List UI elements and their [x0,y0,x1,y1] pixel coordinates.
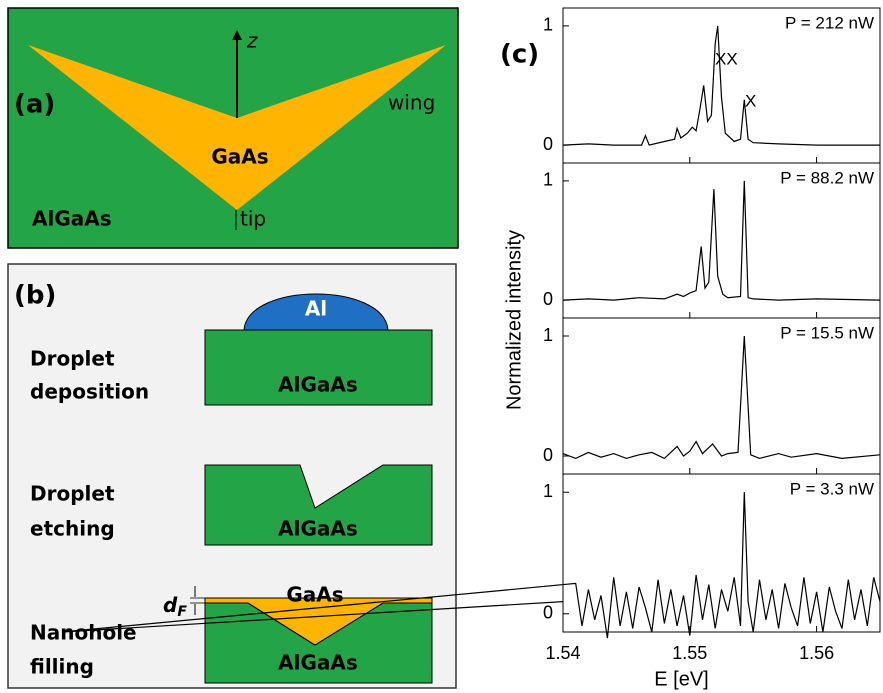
spectrum [62,492,881,639]
x-tick-label: 1.55 [672,643,707,663]
y-tick-label: 1 [543,325,553,345]
step-name: filling [30,655,94,679]
substrate-label: AlGaAs [278,651,358,675]
plot-frame [562,473,881,633]
panel-a: (a) z wing GaAs AlGaAs tip [7,7,459,249]
y-tick-label: 0 [543,445,553,465]
substrate [204,329,433,406]
step-name: etching [30,517,115,541]
step-name: deposition [30,380,149,404]
core-label: GaAs [211,145,268,169]
step-name: Droplet [30,482,115,506]
substrate [204,464,433,546]
step-name: Droplet [30,347,115,371]
spectrum [562,335,881,460]
substrate-label: AlGaAs [278,517,358,541]
x-tick-label: 1.56 [799,643,834,663]
power-label: P = 15.5 nW [780,323,874,342]
tip-label: tip [240,207,266,231]
wing-label: wing [388,91,435,115]
y-tick-label: 1 [543,170,553,190]
power-label: P = 212 nW [785,13,874,32]
spectrum [562,25,880,146]
peak-label: X [745,91,756,110]
axis-label: z [246,29,258,53]
droplet [243,293,389,331]
panel-label: (b) [14,281,56,311]
y-axis-label: Normalized intensity [503,230,525,410]
spectrum [562,180,881,301]
x-tick-label: 1.54 [545,643,580,663]
step-name: Nanohole [30,621,137,645]
power-label: P = 3.3 nW [790,479,874,498]
panel-label: (a) [14,90,55,120]
peak-label: XX [715,49,738,68]
matrix-label: AlGaAs [32,207,112,231]
thickness-label: dF [163,593,187,621]
x-axis-label: E [eV] [654,668,708,690]
y-tick-label: 1 [543,481,553,501]
panel-b: (b) Al AlGaAs Droplet deposition AlGaAs … [7,263,457,689]
y-tick-label: 0 [543,289,553,309]
thickness-symbol: d [163,593,178,617]
substrate-label: AlGaAs [278,373,358,397]
y-tick-label: 0 [543,603,553,623]
droplet-label: Al [305,297,327,321]
y-tick-label: 0 [543,134,553,154]
dot-shape [28,45,446,210]
power-label: P = 88.2 nW [780,168,874,187]
arrow-head [232,30,242,40]
fill-label: GaAs [286,583,343,607]
y-tick-label: 1 [543,15,553,35]
thickness-subscript: F [177,604,187,620]
panel-label: (c) [500,40,539,70]
fill-layer [204,597,433,646]
